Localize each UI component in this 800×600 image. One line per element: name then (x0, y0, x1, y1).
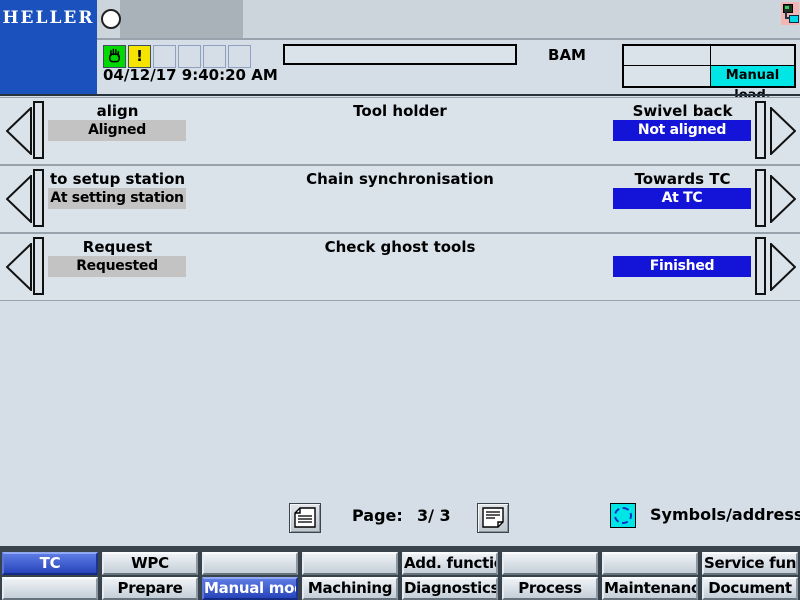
tab-empty[interactable] (202, 552, 298, 575)
arrow-left-icon[interactable] (6, 243, 32, 291)
arrow-left-icon[interactable] (6, 107, 32, 155)
arrow-right-icon[interactable] (770, 243, 796, 291)
page-label: Page: (352, 506, 403, 525)
page-value: 3/ 3 (417, 506, 451, 525)
row-title: Check ghost tools (324, 238, 476, 256)
tab-manual-mode[interactable]: Manual mod (202, 577, 298, 600)
page-next-icon (482, 507, 504, 528)
symbols-toggle-icon[interactable] (610, 503, 636, 528)
tab-machining[interactable]: Machining (302, 577, 398, 600)
tab-service-funct[interactable]: Service funct (702, 552, 798, 575)
row-title: Tool holder (353, 102, 447, 120)
left-label: align (96, 102, 139, 120)
softkey-slot (755, 237, 766, 295)
station-row-align: align Aligned Tool holder Swivel back No… (0, 97, 800, 165)
left-label: to setup station (49, 170, 186, 188)
left-label: Request (82, 238, 153, 256)
tab-empty[interactable] (602, 552, 698, 575)
tab-empty[interactable] (302, 552, 398, 575)
tab-add-function[interactable]: Add. function (402, 552, 498, 575)
softkey-slot (33, 101, 44, 159)
softkey-slot (33, 169, 44, 227)
left-status-value: Requested (48, 256, 186, 277)
title-bar-block (120, 0, 243, 38)
table-divider (624, 65, 794, 66)
mode-table: Manual load. (622, 44, 796, 103)
softkey-slot (33, 237, 44, 295)
right-status-value: At TC (613, 188, 751, 209)
station-row-setup: to setup station At setting station Chai… (0, 165, 800, 233)
status-slot-empty (203, 45, 226, 68)
status-circle-icon (101, 9, 121, 29)
right-label: Towards TC (634, 170, 731, 188)
left-status-value: Aligned (48, 120, 186, 141)
station-row-request: Request Requested Check ghost tools Fini… (0, 233, 800, 301)
right-status-value: Finished (613, 256, 751, 277)
page-prev-button[interactable] (289, 503, 321, 533)
softkey-slot (755, 101, 766, 159)
symbols-label: Symbols/address (650, 505, 800, 524)
tab-process[interactable]: Process (502, 577, 598, 600)
tab-document[interactable]: Document (702, 577, 798, 600)
message-field (283, 44, 517, 65)
tab-prepare[interactable]: Prepare (102, 577, 198, 600)
manual-load-badge: Manual load. (711, 66, 794, 103)
arrow-left-icon[interactable] (6, 175, 32, 223)
status-slot-empty (228, 45, 251, 68)
right-status-value: Not aligned (613, 120, 751, 141)
arrow-right-icon[interactable] (770, 107, 796, 155)
hand-status-icon (103, 45, 126, 68)
arrow-right-icon[interactable] (770, 175, 796, 223)
row-title: Chain synchronisation (306, 170, 494, 188)
bam-label: BAM (548, 46, 586, 64)
heller-logo: HELLER (0, 0, 97, 94)
page-prev-icon (294, 507, 316, 528)
right-label: Swivel back (632, 102, 733, 120)
warning-status-icon: ! (128, 45, 151, 68)
tab-diagnostics[interactable]: Diagnostics (402, 577, 498, 600)
network-connection-icon (781, 2, 799, 25)
exclamation-glyph: ! (136, 47, 143, 65)
page-next-button[interactable] (477, 503, 509, 533)
datetime-label: 04/12/17 9:40:20 AM (103, 66, 278, 84)
softkey-bar: TC WPC Add. function Service funct Prepa… (0, 546, 800, 600)
tab-empty[interactable] (502, 552, 598, 575)
tab-wpc[interactable]: WPC (102, 552, 198, 575)
dashed-circle-icon (614, 507, 632, 524)
tab-tc[interactable]: TC (2, 552, 98, 575)
tab-maintenance[interactable]: Maintenance (602, 577, 698, 600)
softkey-slot (755, 169, 766, 227)
table-divider (710, 46, 711, 86)
header-separator (0, 94, 800, 96)
left-status-value: At setting station (48, 188, 186, 209)
monitor-icon (783, 4, 793, 13)
tab-empty[interactable] (2, 577, 98, 600)
monitor-icon (789, 15, 799, 23)
status-slot-empty (178, 45, 201, 68)
hand-icon (108, 48, 121, 63)
status-slot-empty (153, 45, 176, 68)
